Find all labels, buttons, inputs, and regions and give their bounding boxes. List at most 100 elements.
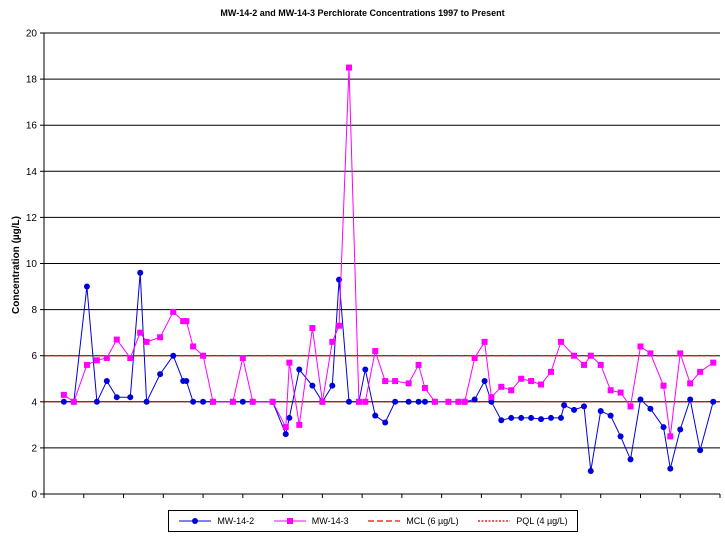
- data-point: [329, 382, 336, 389]
- data-point: [627, 403, 634, 410]
- data-point: [249, 398, 256, 405]
- data-point: [355, 398, 362, 405]
- y-tick-label: 18: [26, 75, 38, 86]
- data-point: [60, 398, 67, 405]
- series-line-1: [63, 67, 714, 437]
- data-point: [319, 398, 326, 405]
- legend-swatch: [478, 520, 511, 522]
- data-point: [183, 378, 190, 385]
- data-point: [309, 325, 316, 332]
- data-point: [336, 322, 343, 329]
- y-axis-label: Concentration (µg/L): [11, 216, 22, 314]
- legend-label: PQL (4 µg/L): [516, 516, 568, 526]
- data-point: [372, 412, 379, 419]
- data-point: [70, 398, 77, 405]
- y-tick-label: 0: [31, 490, 37, 501]
- series-0: [60, 269, 717, 474]
- data-series: [60, 64, 717, 474]
- legend-label: MCL (6 µg/L): [406, 516, 459, 526]
- data-point: [498, 383, 505, 390]
- data-point: [421, 398, 428, 405]
- series-1: [60, 64, 717, 440]
- data-point: [127, 355, 134, 362]
- data-point: [421, 384, 428, 391]
- y-tick-label: 8: [31, 305, 37, 316]
- data-point: [269, 398, 276, 405]
- data-point: [498, 417, 505, 424]
- data-point: [687, 380, 694, 387]
- legend-swatch: [179, 518, 212, 524]
- legend-item: MW-14-2: [178, 516, 254, 526]
- data-point: [538, 416, 545, 423]
- data-point: [143, 398, 150, 405]
- data-point: [607, 412, 614, 419]
- data-point: [710, 359, 717, 366]
- data-point: [170, 352, 177, 359]
- data-point: [528, 378, 535, 385]
- data-point: [538, 381, 545, 388]
- data-point: [296, 366, 303, 373]
- data-point: [548, 368, 554, 375]
- data-point: [345, 398, 352, 405]
- data-point: [93, 357, 100, 364]
- data-point: [677, 350, 684, 357]
- y-tick-label: 2: [31, 443, 37, 454]
- y-tick-label: 14: [26, 167, 38, 178]
- y-tick-label: 16: [26, 121, 38, 132]
- data-point: [637, 343, 644, 350]
- data-point: [382, 378, 389, 385]
- data-point: [471, 355, 478, 362]
- data-point: [372, 348, 379, 355]
- data-point: [392, 378, 399, 385]
- data-point: [581, 361, 588, 368]
- chart-title: MW-14-2 and MW-14-3 Perchlorate Concentr…: [220, 8, 505, 18]
- data-point: [528, 414, 535, 421]
- data-point: [210, 398, 216, 405]
- data-point: [103, 355, 110, 362]
- data-point: [557, 414, 564, 421]
- axes: [40, 32, 721, 498]
- data-point: [557, 338, 564, 345]
- data-point: [282, 431, 289, 438]
- data-point: [392, 398, 399, 405]
- data-point: [362, 398, 369, 405]
- data-point: [183, 318, 190, 325]
- legend-label: MW-14-2: [217, 516, 255, 526]
- data-point: [445, 398, 452, 405]
- data-point: [481, 338, 488, 345]
- data-point: [617, 389, 624, 396]
- data-point: [143, 338, 150, 345]
- legend-label: MW-14-3: [311, 516, 349, 526]
- data-point: [83, 283, 90, 290]
- data-point: [200, 352, 207, 359]
- data-point: [431, 398, 438, 405]
- y-tick-label: 6: [31, 351, 37, 362]
- data-point: [597, 408, 604, 415]
- legend: MW-14-2 MW-14-3 MCL (6 µg/L) PQL (4 µg/L): [168, 510, 578, 532]
- data-point: [113, 394, 120, 401]
- legend-item: MW-14-3: [273, 516, 349, 526]
- data-point: [229, 398, 236, 405]
- data-point: [607, 387, 614, 394]
- data-point: [382, 419, 389, 426]
- data-point: [362, 366, 369, 373]
- data-point: [508, 414, 515, 421]
- data-point: [286, 414, 293, 421]
- data-point: [170, 308, 177, 315]
- data-point: [286, 359, 293, 366]
- data-point: [561, 402, 568, 409]
- data-point: [518, 375, 525, 382]
- data-point: [60, 391, 67, 398]
- data-point: [239, 355, 246, 362]
- y-tick-label: 10: [26, 259, 38, 270]
- data-point: [455, 398, 462, 405]
- data-point: [697, 447, 704, 454]
- data-point: [405, 398, 412, 405]
- data-point: [667, 465, 674, 472]
- data-point: [137, 329, 144, 336]
- data-point: [83, 361, 90, 368]
- data-point: [415, 398, 422, 405]
- data-point: [660, 424, 667, 431]
- data-point: [627, 456, 634, 463]
- data-point: [329, 338, 336, 345]
